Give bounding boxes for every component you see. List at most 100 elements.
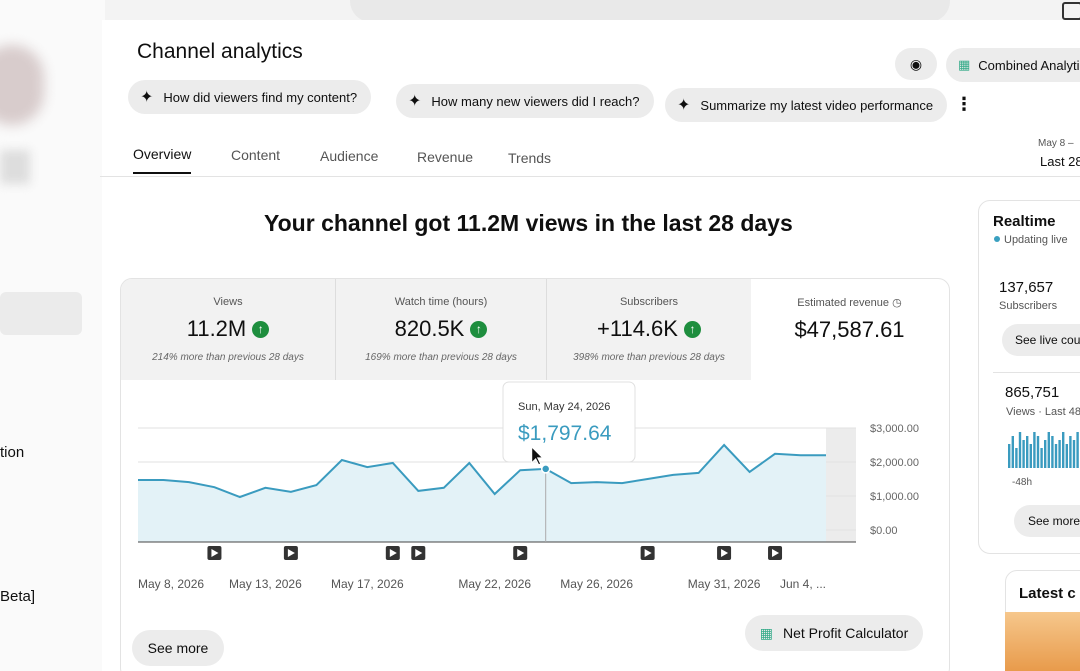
realtime-bar [1011, 436, 1014, 468]
chip-label: Summarize my latest video performance [700, 97, 934, 113]
y-tick-label: $2,000.00 [870, 457, 919, 469]
up-icon: ↑ [683, 320, 701, 338]
metric-value: 820.5K [394, 316, 465, 341]
realtime-bar [1018, 432, 1022, 468]
see-more-button[interactable]: See more [132, 630, 224, 666]
realtime-bar [1069, 436, 1072, 468]
video-marker-play [772, 549, 780, 557]
realtime-bars [1008, 432, 1079, 468]
realtime-status: Updating live [1004, 234, 1068, 246]
realtime-bar [1029, 444, 1032, 468]
sidebar-selected[interactable] [0, 292, 82, 335]
realtime-see-more[interactable]: See more [1014, 505, 1080, 537]
realtime-bar [1015, 448, 1018, 468]
metric-value: 11.2M [186, 316, 247, 341]
realtime-title: Realtime [993, 213, 1056, 230]
screenshot-button[interactable]: ◉ [895, 48, 937, 80]
metric-label: Estimated revenue [797, 297, 890, 309]
cursor [531, 445, 544, 466]
page-title: Channel analytics [137, 40, 303, 63]
realtime-bar [1022, 440, 1025, 468]
hover-point [540, 464, 551, 474]
realtime-bar [1033, 432, 1036, 468]
realtime-subscribers: 137,657 [999, 279, 1054, 296]
date-range-label[interactable]: Last 28 [1040, 154, 1080, 169]
metric-label: Subscribers [619, 296, 679, 308]
realtime-bar [1065, 444, 1068, 468]
search-bar[interactable] [350, 0, 950, 22]
x-tick-label: May 22, 2026 [458, 577, 531, 591]
channel-name [0, 150, 30, 184]
combined-analytics-button[interactable]: ▦ Combined Analyti [946, 48, 1080, 82]
avatar [0, 45, 44, 125]
metric-card[interactable]: Subscribers +114.6K ↑ 398% more than prev… [547, 278, 751, 380]
x-tick-label: May 31, 2026 [688, 577, 761, 591]
video-marker-play [211, 549, 219, 557]
latest-title: Latest c [1019, 585, 1076, 602]
prompt-chip[interactable]: ✦ How did viewers find my content? [128, 80, 372, 114]
divider [993, 372, 1080, 373]
y-tick-label: $1,000.00 [870, 491, 919, 503]
x-tick-label: Jun 4, ... [780, 577, 826, 591]
x-tick-label: May 13, 2026 [229, 577, 302, 591]
realtime-bar [1058, 440, 1061, 468]
prompt-chip[interactable]: ✦ Summarize my latest video performance [665, 88, 948, 122]
logo: ▦ [759, 624, 773, 641]
video-marker-play [287, 549, 295, 557]
tab[interactable]: Trends [508, 150, 552, 166]
video-marker-play [721, 549, 729, 557]
realtime-views-label: Views · Last 48 [1006, 406, 1080, 418]
up-icon: ↑ [252, 320, 270, 338]
tab-underline [133, 172, 191, 174]
realtime-bar [1036, 436, 1040, 468]
tab[interactable]: Revenue [417, 149, 474, 165]
metric-note: 214% more than previous 28 days [152, 352, 304, 363]
net-profit-button[interactable]: ▦ Net Profit Calculator [745, 615, 923, 651]
prompt-chip[interactable]: ✦ How many new viewers did I reach? [396, 84, 654, 118]
analytics-card [120, 278, 950, 671]
up-icon: ↑ [470, 320, 488, 338]
feedback-icon[interactable] [1062, 2, 1080, 20]
tab[interactable]: Audience [320, 148, 379, 164]
live-dot [994, 236, 1000, 242]
realtime-views: 865,751 [1005, 384, 1060, 401]
realtime-bar [1026, 436, 1029, 468]
metric-label: Watch time (hours) [394, 296, 488, 308]
metric-card[interactable]: Views 11.2M ↑ 214% more than previous 28 … [121, 278, 335, 380]
sidebar-item[interactable]: tion [0, 444, 25, 461]
metric-card[interactable]: Watch time (hours) 820.5K ↑ 169% more tha… [336, 278, 546, 380]
realtime-bar [1072, 440, 1076, 468]
tab[interactable]: Content [231, 147, 281, 163]
realtime-subscribers-label: Subscribers [999, 300, 1058, 312]
x-tick-label: May 8, 2026 [138, 577, 204, 591]
date-range[interactable]: May 8 – [1038, 138, 1074, 149]
more-menu[interactable]: ⋮ [955, 94, 973, 114]
sidebar-item[interactable]: Beta] [0, 588, 36, 605]
tab[interactable]: Overview [133, 146, 192, 162]
divider [546, 279, 547, 380]
video-marker-play [644, 549, 652, 557]
button-label: Net Profit Calculator [782, 625, 909, 641]
chip-label: How did viewers find my content? [163, 89, 358, 105]
button-label: Combined Analyti [978, 57, 1080, 73]
see-live-button[interactable]: See live cou [1002, 324, 1080, 356]
metric-card[interactable]: Estimated revenue ◷ $47,587.61 [751, 278, 948, 380]
realtime-bar [1054, 444, 1058, 468]
metric-label: Views [213, 296, 243, 308]
realtime-bar [1076, 432, 1079, 468]
realtime-bar [1040, 448, 1043, 468]
metric-value: $47,587.61 [794, 317, 905, 342]
divider [100, 176, 1080, 177]
realtime-bar [1044, 440, 1047, 468]
x-tick-label: May 17, 2026 [331, 577, 404, 591]
realtime-card [978, 200, 1080, 554]
metric-note: 169% more than previous 28 days [365, 352, 517, 363]
y-tick-label: $3,000.00 [870, 423, 919, 435]
video-marker-play [415, 549, 423, 557]
realtime-bar [1008, 444, 1011, 468]
metric-value: +114.6K [597, 316, 678, 341]
divider [335, 279, 336, 380]
future-shade [826, 428, 856, 542]
